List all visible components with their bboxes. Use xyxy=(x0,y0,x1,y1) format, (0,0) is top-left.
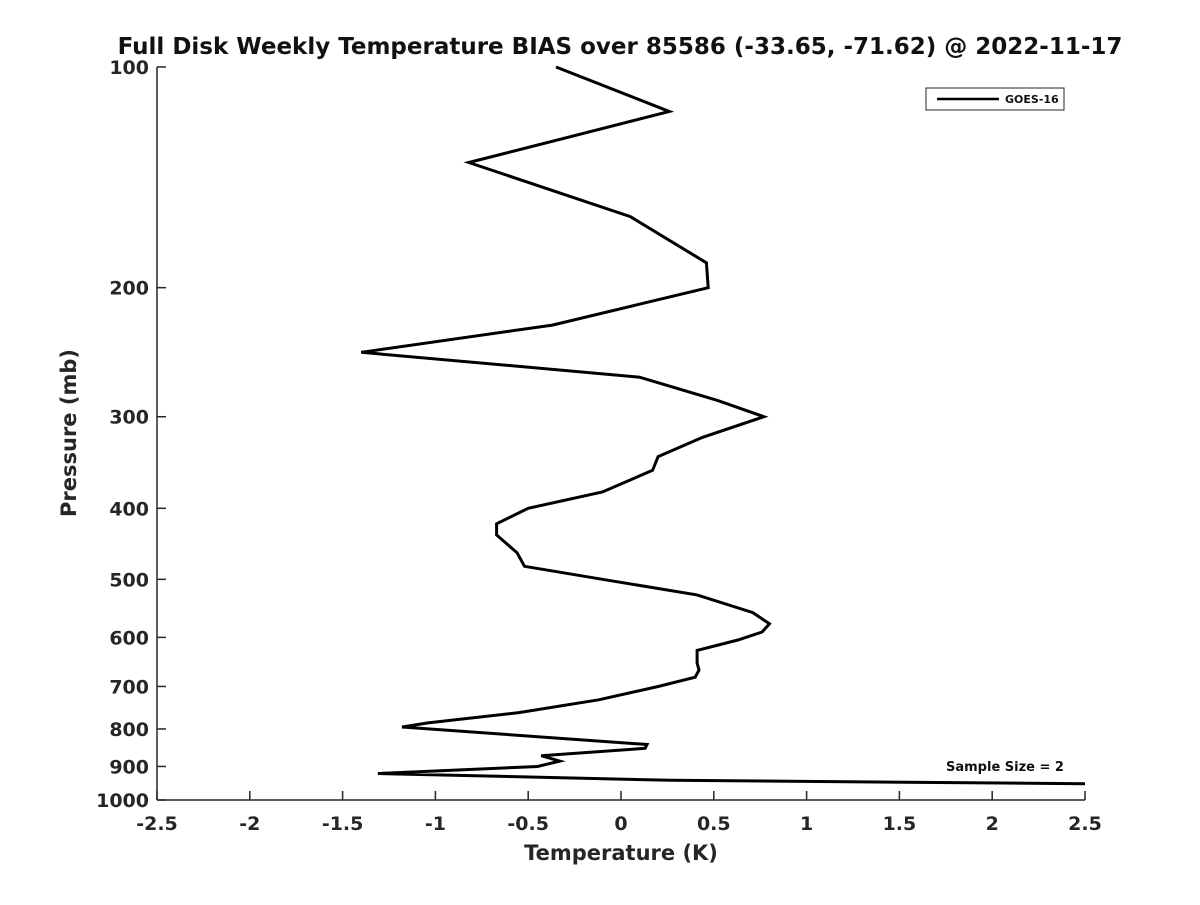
x-tick-label: 2.5 xyxy=(1068,813,1102,835)
legend-entry: GOES-16 xyxy=(1005,93,1059,106)
x-tick-label: 0.5 xyxy=(697,813,731,835)
x-tick-label: 0 xyxy=(614,813,627,835)
y-tick-label: 900 xyxy=(109,756,149,778)
x-tick-label: -1 xyxy=(425,813,446,835)
series-layer xyxy=(360,65,1086,786)
x-axis-ticks: -2.5 -2 -1.5 -1 -0.5 0 0.5 1 1.5 2 2.5 xyxy=(136,791,1102,835)
x-tick-label: -2 xyxy=(239,813,260,835)
x-tick-label: -0.5 xyxy=(507,813,549,835)
x-tick-label: 1.5 xyxy=(883,813,917,835)
y-tick-label: 200 xyxy=(109,278,149,300)
legend: GOES-16 xyxy=(925,87,1065,111)
y-axis-label: Pressure (mb) xyxy=(57,349,81,517)
y-tick-label: 600 xyxy=(109,627,149,649)
x-tick-label: -2.5 xyxy=(136,813,178,835)
y-tick-label: 300 xyxy=(109,407,149,429)
plot-area xyxy=(157,67,1085,800)
y-tick-label: 1000 xyxy=(96,790,149,812)
y-tick-label: 400 xyxy=(109,498,149,520)
chart-title: Full Disk Weekly Temperature BIAS over 8… xyxy=(118,34,1123,60)
sample-size-annotation: Sample Size = 2 xyxy=(946,760,1064,775)
y-tick-label: 800 xyxy=(109,719,149,741)
y-tick-label: 100 xyxy=(109,57,149,79)
x-tick-label: 1 xyxy=(800,813,813,835)
y-tick-label: 500 xyxy=(109,569,149,591)
y-axis-ticks: 100 200 300 400 500 600 700 800 900 1000 xyxy=(96,57,166,812)
x-tick-label: -1.5 xyxy=(322,813,364,835)
series-line-goes-16 xyxy=(360,65,1086,786)
x-tick-label: 2 xyxy=(986,813,999,835)
x-axis-label: Temperature (K) xyxy=(524,841,718,865)
y-tick-label: 700 xyxy=(109,676,149,698)
